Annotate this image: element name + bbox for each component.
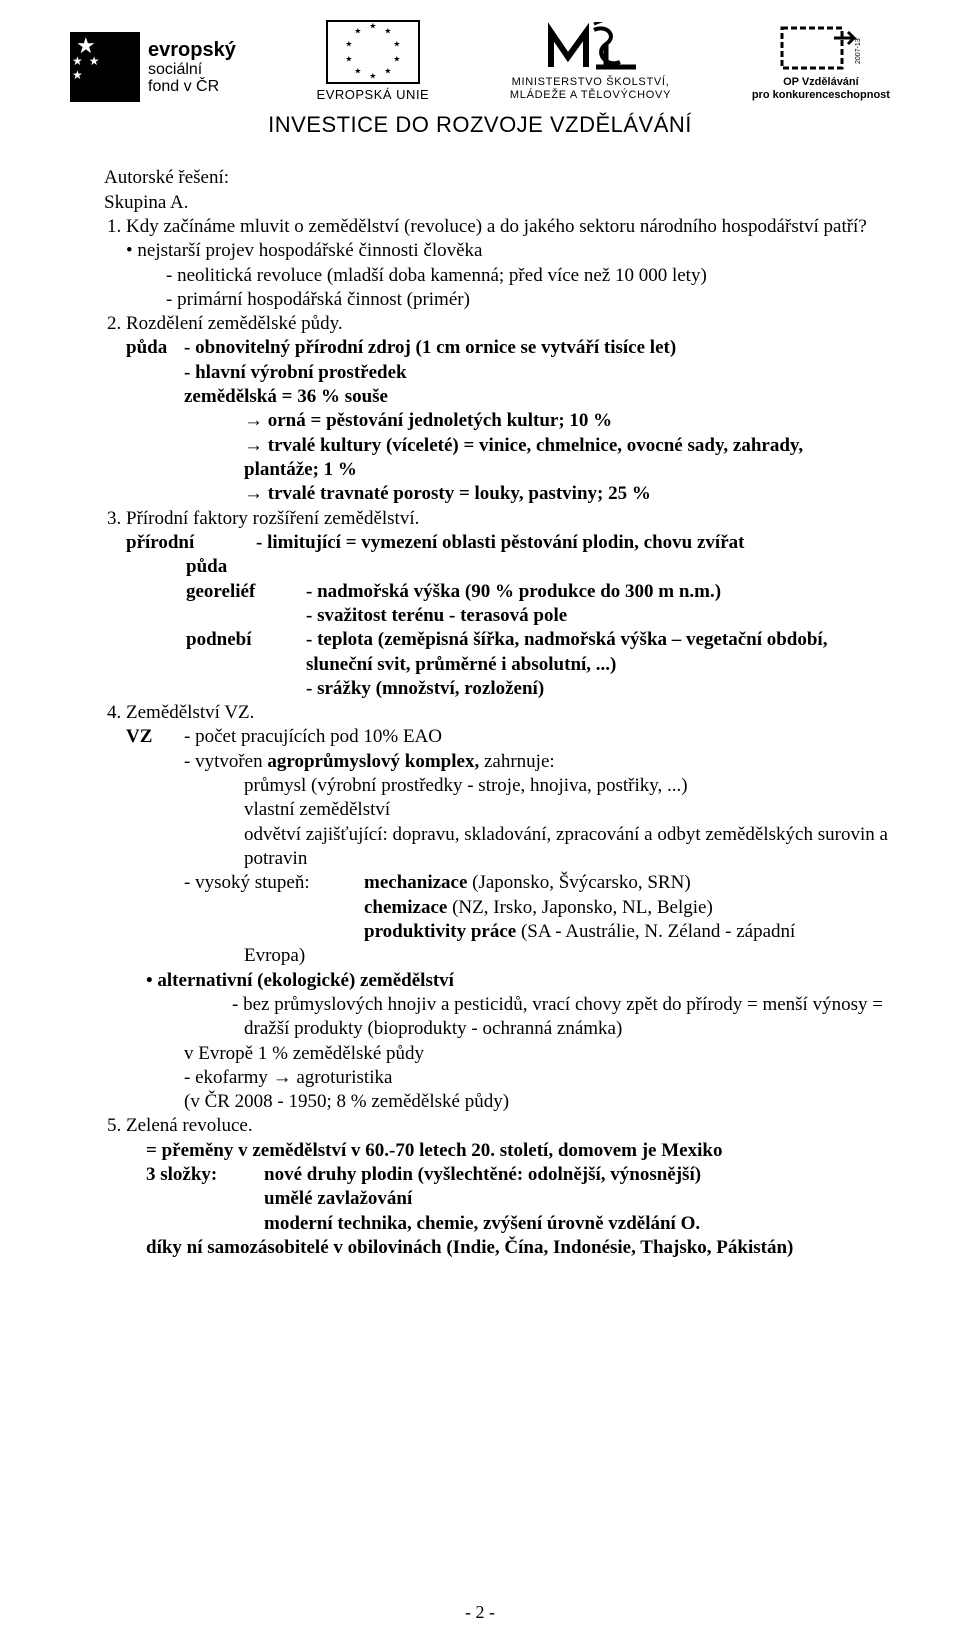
q4: Zemědělství VZ. VZ - počet pracujících p… [126,701,890,1114]
q4-l8b: (SA - Austrálie, N. Zéland - západní [516,921,795,942]
q5-l4: moderní technika, chemie, zvýšení úrovně… [264,1212,890,1236]
q1-b3: - primární hospodářská činnost (primér) [166,288,890,312]
q3: Přírodní faktory rozšíření zemědělství. … [126,507,890,702]
q4-l12: - ekofarmy → agroturistika [184,1066,890,1090]
header-logos: evropský sociální fond v ČR ★ ★ ★ ★ ★ ★ … [70,20,890,102]
q2-l3: zemědělská = 36 % souše [184,385,890,409]
q1-title: Kdy začínáme mluvit o zemědělství (revol… [126,215,890,239]
q5-l5: díky ní samozásobitelé v obilovinách (In… [146,1236,890,1260]
q4-l2p: - vytvořen [184,751,267,772]
q2-label-puda: půda [126,336,184,360]
q4-l5: odvětví zajišťující: dopravu, skladování… [244,823,890,872]
q5: Zelená revoluce. = přeměny v zemědělství… [126,1114,890,1260]
q5-l3: umělé zavlažování [264,1187,890,1211]
q4-l2b: agroprůmyslový komplex, [267,751,479,772]
preamble-l1: Autorské řešení: [104,166,890,190]
opvk-line2: pro konkurenceschopnost [752,89,890,102]
q3-r3c: - srážky (množství, rozložení) [306,677,890,701]
q4-r1b: - počet pracujících pod 10% EAO [184,725,890,749]
q4-l8a: produktivity práce [364,921,516,942]
esf-star-icon [70,32,140,102]
q5-l2b: nové druhy plodin (vyšlechtěné: odolnějš… [264,1163,890,1187]
q3-r3b: - teplota (zeměpisná šířka, nadmořská vý… [306,628,890,677]
q3-r3a: podnebí [186,628,306,677]
q4-l7b: (NZ, Irsko, Japonsko, NL, Belgie) [447,897,712,918]
esf-logo: evropský sociální fond v ČR [70,32,236,102]
eu-logo: ★ ★ ★ ★ ★ ★ ★ ★ ★ ★ EVROPSKÁ UNIE [317,20,430,102]
content: Autorské řešení: Skupina A. Kdy začínáme… [70,166,890,1260]
q4-l2s: zahrnuje: [479,751,554,772]
opvk-logo: 2007-13 OP Vzdělávání pro konkurencescho… [752,22,890,102]
q4-l6a: - vysoký stupeň: [184,871,364,895]
msmt-icon [546,22,636,74]
q4-title: Zemědělství VZ. [126,701,890,725]
eu-flag-icon: ★ ★ ★ ★ ★ ★ ★ ★ ★ ★ [326,20,420,84]
q2-title: Rozdělení zemědělské půdy. [126,312,890,336]
q5-title: Zelená revoluce. [126,1114,890,1138]
q4-l11: v Evropě 1 % zemědělské půdy [184,1042,890,1066]
q4-l6c: (Japonsko, Švýcarsko, SRN) [467,872,690,893]
q4-l4: vlastní zemědělství [244,798,890,822]
opvk-icon: 2007-13 [776,22,866,74]
q3-puda: půda [186,555,890,579]
q2-l1b: - obnovitelný přírodní zdroj (1 cm ornic… [184,336,890,360]
q4-l9: • alternativní (ekologické) zemědělství [146,969,890,993]
q3-r1b: - limitující = vymezení oblasti pěstován… [256,531,890,555]
msmt-line2: MLÁDEŽE A TĚLOVÝCHOVY [510,89,671,102]
q4-l13: (v ČR 2008 - 1950; 8 % zemědělské půdy) [184,1090,890,1114]
q3-r2b: - nadmořská výška (90 % produkce do 300 … [306,580,890,604]
banner-title: INVESTICE DO ROZVOJE VZDĚLÁVÁNÍ [70,112,890,138]
msmt-logo: MINISTERSTVO ŠKOLSTVÍ, MLÁDEŽE A TĚLOVÝC… [510,22,671,102]
opvk-side: 2007-13 [855,38,862,64]
q3-r1a: přírodní [126,531,256,555]
q2-l5: → trvalé kultury (víceleté) = vinice, ch… [244,434,890,483]
eu-label: EVROPSKÁ UNIE [317,88,430,102]
q3-r2a: georeliéf [186,580,306,604]
esf-text-l3: fond v ČR [148,78,236,96]
q4-l6b: mechanizace [364,872,467,893]
q2-l4: → orná = pěstování jednoletých kultur; 1… [244,409,890,433]
preamble-l2: Skupina A. [104,191,890,215]
q1: Kdy začínáme mluvit o zemědělství (revol… [126,215,890,312]
q2-l6: → trvalé travnaté porosty = louky, pastv… [244,482,890,506]
q4-l8c: Evropa) [244,944,890,968]
q3-r2c: - svažitost terénu - terasová pole [306,604,890,628]
q4-l7a: chemizace [364,897,447,918]
msmt-line1: MINISTERSTVO ŠKOLSTVÍ, [510,76,671,89]
q1-b2: - neolitická revoluce (mladší doba kamen… [166,264,890,288]
q3-title: Přírodní faktory rozšíření zemědělství. [126,507,890,531]
q5-l2a: 3 složky: [146,1163,264,1187]
opvk-line1: OP Vzdělávání [752,76,890,89]
q4-l2: - vytvořen agroprůmyslový komplex, zahrn… [184,750,890,774]
q2-l2: - hlavní výrobní prostředek [184,361,890,385]
q4-l3: průmysl (výrobní prostředky - stroje, hn… [244,774,890,798]
esf-text-bold: evropský [148,39,236,61]
q2: Rozdělení zemědělské půdy. půda - obnovi… [126,312,890,507]
page-number: - 2 - [0,1602,960,1623]
q4-l10: - bez průmyslových hnojiv a pesticidů, v… [184,993,890,1042]
esf-text-l2: sociální [148,61,236,79]
q5-l1: = přeměny v zemědělství v 60.-70 letech … [146,1139,890,1163]
q4-r1a: VZ [126,725,184,749]
q1-b1: • nejstarší projev hospodářské činnosti … [126,239,890,263]
